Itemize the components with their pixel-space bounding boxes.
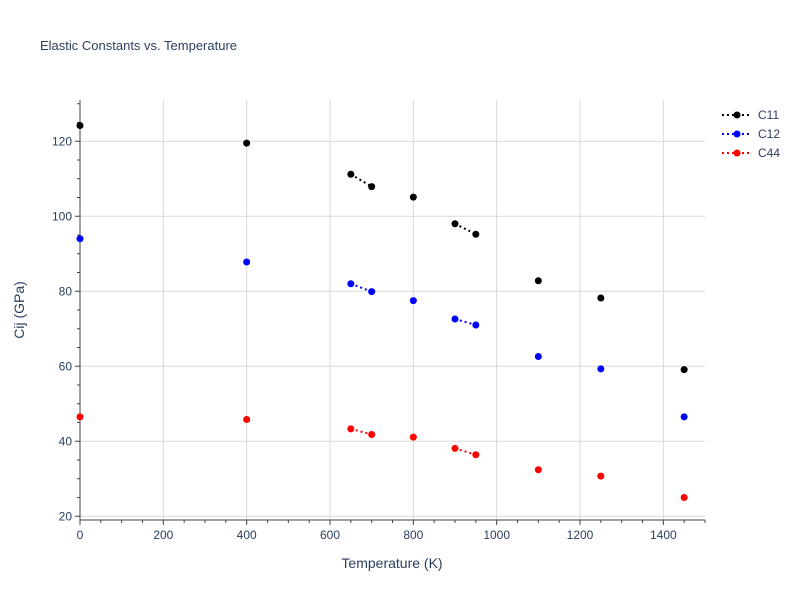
series-c12 [76,235,688,421]
x-tick-label: 400 [237,528,257,542]
c44-point[interactable] [409,433,417,441]
y-tick-label: 80 [59,284,73,298]
c12-line-segment [454,318,477,326]
c12-point[interactable] [368,288,376,296]
c44-point[interactable] [472,451,480,459]
c11-point[interactable] [680,366,688,374]
legend-marker-c12 [733,130,741,138]
x-tick-label: 800 [403,528,423,542]
c44-point[interactable] [680,494,688,501]
c44-line-segment [454,447,477,456]
c11-point[interactable] [347,170,355,178]
c12-point[interactable] [451,315,459,323]
c44-point[interactable] [347,425,355,433]
legend-item-c11[interactable]: C11 [722,108,779,122]
c44-point[interactable] [451,444,459,452]
grid [80,100,705,520]
x-tick-label: 1000 [483,528,510,542]
legend-item-c44[interactable]: C44 [722,146,780,160]
c44-point[interactable] [534,466,542,474]
x-tick-label: 600 [320,528,340,542]
c44-point[interactable] [368,431,376,438]
legend-label-c11: C11 [758,108,779,122]
c12-point[interactable] [680,413,688,421]
series-c11 [76,122,688,374]
c44-line-segment [350,427,372,436]
c11-point[interactable] [368,183,376,191]
legend-marker-c11 [733,111,741,119]
c11-point[interactable] [451,220,459,228]
c12-point[interactable] [597,365,605,373]
y-tick-label: 60 [59,359,73,373]
x-tick-label: 0 [77,528,84,542]
c12-point[interactable] [534,353,542,360]
legend-marker-c44 [733,149,741,157]
c44-point[interactable] [597,472,605,480]
c12-point[interactable] [243,258,251,266]
series-c44 [76,413,688,501]
y-tick-label: 20 [59,509,73,523]
y-tick-label: 120 [52,134,72,148]
legend-label-c12: C12 [758,127,780,141]
c11-point[interactable] [597,294,605,302]
c11-point[interactable] [534,277,542,285]
axes: 0 200 400 600 800 1000 1200 1400 20 40 60 80 100 120 [52,100,706,542]
c12-point[interactable] [76,235,84,243]
c11-point[interactable] [76,122,84,129]
c12-point[interactable] [472,321,480,329]
c12-line-segment [350,282,373,293]
y-axis-title: Cij (GPa) [11,281,27,339]
y-tick-label: 40 [59,434,73,448]
c11-line-segment [350,173,373,188]
x-tick-label: 1400 [650,528,677,542]
c11-point[interactable] [472,230,480,238]
c11-line-segment [454,222,477,236]
c44-point[interactable] [243,416,251,423]
x-tick-label: 200 [153,528,173,542]
y-tick-label: 100 [52,209,72,223]
c12-point[interactable] [347,280,355,288]
legend-label-c44: C44 [758,146,780,160]
chart-title: Elastic Constants vs. Temperature [40,38,237,53]
c12-point[interactable] [409,297,417,305]
series-layer [76,122,688,501]
x-axis-title: Temperature (K) [341,555,442,571]
c11-point[interactable] [409,193,417,201]
legend[interactable]: C11 C12 C44 [722,108,780,160]
c11-point[interactable] [243,139,251,147]
x-tick-label: 1200 [567,528,594,542]
c44-point[interactable] [76,413,84,421]
legend-item-c12[interactable]: C12 [722,127,780,141]
